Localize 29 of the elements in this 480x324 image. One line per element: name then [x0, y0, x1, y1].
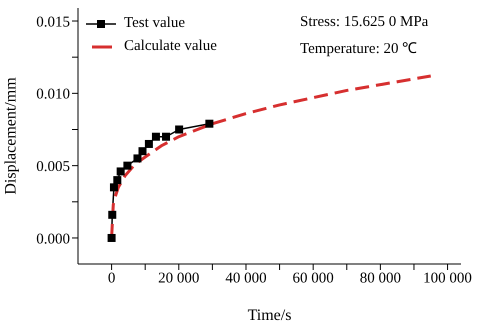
- point: [110, 183, 118, 192]
- point: [138, 147, 147, 156]
- y-tick-label: 0.015: [36, 14, 70, 30]
- annotation: Stress: 15.625 0 MPa: [300, 14, 428, 31]
- y-tick-label: 0.005: [36, 158, 70, 175]
- y-axis-title: Displacement/mm: [2, 76, 20, 195]
- y-tick-label: 0.000: [36, 231, 70, 248]
- legend-label: Calculate value: [124, 37, 217, 56]
- point: [175, 125, 184, 134]
- x-tick-label: 20 000: [158, 270, 200, 287]
- x-axis-title: Time/s: [248, 307, 292, 324]
- annotation: Temperature: 20 ℃: [300, 40, 418, 58]
- point: [205, 120, 214, 128]
- legend-label: Test value: [124, 14, 186, 33]
- x-tick-label: 40 000: [225, 270, 267, 287]
- point: [113, 176, 122, 184]
- x-tick-label: 80 000: [360, 270, 401, 287]
- x-tick-label: 60 000: [292, 270, 334, 287]
- point: [116, 167, 125, 176]
- point: [144, 140, 153, 148]
- x-tick-label: 0: [108, 270, 116, 287]
- point: [108, 210, 116, 219]
- y-tick-label: 0.010: [36, 86, 70, 103]
- point: [152, 132, 160, 141]
- point: [123, 162, 132, 170]
- x-tick-label: 100 000: [423, 270, 472, 287]
- point: [162, 132, 170, 141]
- point: [108, 234, 116, 242]
- point: [133, 154, 142, 162]
